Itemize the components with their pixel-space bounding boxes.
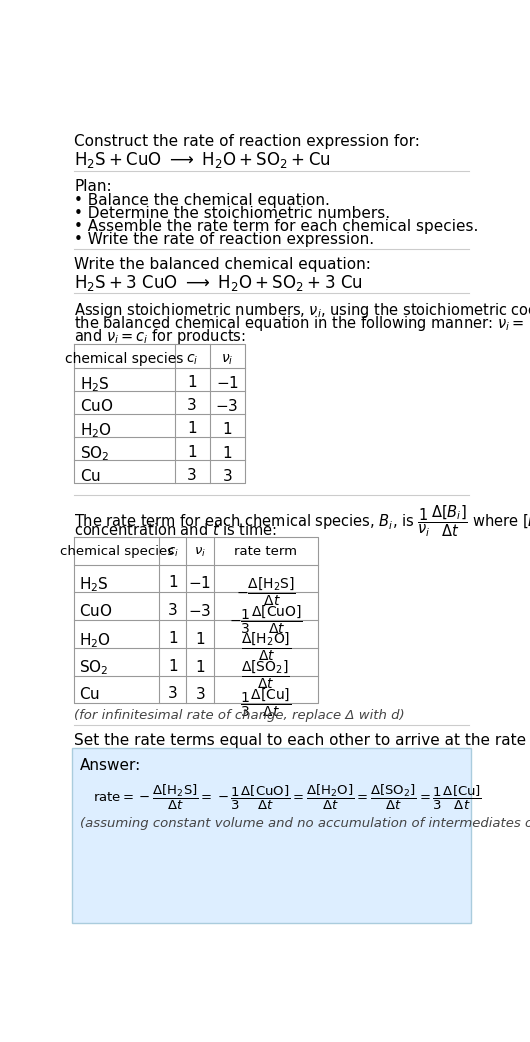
Text: $\mathrm{SO_2}$: $\mathrm{SO_2}$ xyxy=(78,659,108,677)
Text: • Balance the chemical equation.: • Balance the chemical equation. xyxy=(74,193,330,207)
Text: chemical species: chemical species xyxy=(65,352,183,366)
Text: • Write the rate of reaction expression.: • Write the rate of reaction expression. xyxy=(74,232,374,247)
Text: • Determine the stoichiometric numbers.: • Determine the stoichiometric numbers. xyxy=(74,206,390,221)
Text: 1: 1 xyxy=(188,422,197,437)
Text: and $\nu_i = c_i$ for products:: and $\nu_i = c_i$ for products: xyxy=(74,327,246,346)
Text: 1: 1 xyxy=(188,445,197,460)
Text: $-1$: $-1$ xyxy=(189,575,211,592)
Text: $\dfrac{\Delta[\mathrm{H_2O}]}{\Delta t}$: $\dfrac{\Delta[\mathrm{H_2O}]}{\Delta t}… xyxy=(241,630,291,664)
Text: $c_i$: $c_i$ xyxy=(167,545,179,559)
Text: (for infinitesimal rate of change, replace Δ with d): (for infinitesimal rate of change, repla… xyxy=(74,710,404,722)
Text: $3$: $3$ xyxy=(222,468,232,483)
Text: 1: 1 xyxy=(168,659,178,673)
Text: $-1$: $-1$ xyxy=(216,375,238,392)
Text: $\nu_i$: $\nu_i$ xyxy=(221,352,233,367)
Text: Set the rate terms equal to each other to arrive at the rate expression:: Set the rate terms equal to each other t… xyxy=(74,733,530,747)
Text: The rate term for each chemical species, $B_i$, is $\dfrac{1}{\nu_i}\dfrac{\Delt: The rate term for each chemical species,… xyxy=(74,503,530,539)
Text: 1: 1 xyxy=(188,375,197,391)
Text: 3: 3 xyxy=(187,398,197,414)
Text: 1: 1 xyxy=(168,630,178,646)
Text: $\mathrm{H_2S + CuO\ \longrightarrow\ H_2O + SO_2 + Cu}$: $\mathrm{H_2S + CuO\ \longrightarrow\ H_… xyxy=(74,150,331,170)
Text: 1: 1 xyxy=(168,575,178,591)
Text: $-3$: $-3$ xyxy=(215,398,238,415)
Text: concentration and $t$ is time:: concentration and $t$ is time: xyxy=(74,522,277,538)
Text: $-\dfrac{1}{3}\dfrac{\Delta[\mathrm{CuO}]}{\Delta t}$: $-\dfrac{1}{3}\dfrac{\Delta[\mathrm{CuO}… xyxy=(229,603,303,636)
Text: $\mathrm{Cu}$: $\mathrm{Cu}$ xyxy=(78,687,100,702)
Text: $\mathrm{Cu}$: $\mathrm{Cu}$ xyxy=(80,468,101,483)
Text: $\dfrac{1}{3}\dfrac{\Delta[\mathrm{Cu}]}{\Delta t}$: $\dfrac{1}{3}\dfrac{\Delta[\mathrm{Cu}]}… xyxy=(240,687,292,719)
Text: $\mathrm{SO_2}$: $\mathrm{SO_2}$ xyxy=(80,445,110,464)
Text: $-\dfrac{\Delta[\mathrm{H_2S}]}{\Delta t}$: $-\dfrac{\Delta[\mathrm{H_2S}]}{\Delta t… xyxy=(236,575,296,607)
FancyBboxPatch shape xyxy=(73,748,471,923)
Text: Answer:: Answer: xyxy=(80,758,142,773)
Text: $\mathrm{H_2O}$: $\mathrm{H_2O}$ xyxy=(80,422,112,440)
Text: 3: 3 xyxy=(168,687,178,701)
Text: rate term: rate term xyxy=(234,545,297,559)
Text: $\dfrac{\Delta[\mathrm{SO_2}]}{\Delta t}$: $\dfrac{\Delta[\mathrm{SO_2}]}{\Delta t}… xyxy=(242,659,290,691)
Text: $c_i$: $c_i$ xyxy=(186,352,198,367)
Text: the balanced chemical equation in the following manner: $\nu_i = -c_i$ for react: the balanced chemical equation in the fo… xyxy=(74,314,530,332)
Text: $\mathrm{H_2S}$: $\mathrm{H_2S}$ xyxy=(78,575,109,594)
Text: $\mathrm{rate} = -\dfrac{\Delta[\mathrm{H_2S}]}{\Delta t} = -\dfrac{1}{3}\dfrac{: $\mathrm{rate} = -\dfrac{\Delta[\mathrm{… xyxy=(93,783,482,812)
Text: $1$: $1$ xyxy=(195,659,205,674)
Text: $\mathrm{H_2S + 3\ CuO\ \longrightarrow\ H_2O + SO_2 + 3\ Cu}$: $\mathrm{H_2S + 3\ CuO\ \longrightarrow\… xyxy=(74,273,363,293)
Text: $\mathrm{CuO}$: $\mathrm{CuO}$ xyxy=(80,398,113,415)
Text: chemical species: chemical species xyxy=(59,545,174,559)
Text: Construct the rate of reaction expression for:: Construct the rate of reaction expressio… xyxy=(74,134,420,149)
Text: 3: 3 xyxy=(187,468,197,482)
Text: $\mathrm{CuO}$: $\mathrm{CuO}$ xyxy=(78,603,112,619)
Text: Assign stoichiometric numbers, $\nu_i$, using the stoichiometric coefficients, $: Assign stoichiometric numbers, $\nu_i$, … xyxy=(74,300,530,320)
Text: $1$: $1$ xyxy=(222,422,232,438)
Text: $\nu_i$: $\nu_i$ xyxy=(194,545,206,559)
Text: $\mathrm{H_2O}$: $\mathrm{H_2O}$ xyxy=(78,630,111,649)
Text: $1$: $1$ xyxy=(195,630,205,647)
Text: (assuming constant volume and no accumulation of intermediates or side products): (assuming constant volume and no accumul… xyxy=(80,817,530,830)
Text: • Assemble the rate term for each chemical species.: • Assemble the rate term for each chemic… xyxy=(74,219,479,234)
Text: $-3$: $-3$ xyxy=(188,603,211,619)
Text: Plan:: Plan: xyxy=(74,179,112,194)
Text: $1$: $1$ xyxy=(222,445,232,461)
Text: $\mathrm{H_2S}$: $\mathrm{H_2S}$ xyxy=(80,375,110,394)
Text: $3$: $3$ xyxy=(195,687,205,702)
Text: 3: 3 xyxy=(168,603,178,618)
Text: Write the balanced chemical equation:: Write the balanced chemical equation: xyxy=(74,257,371,272)
